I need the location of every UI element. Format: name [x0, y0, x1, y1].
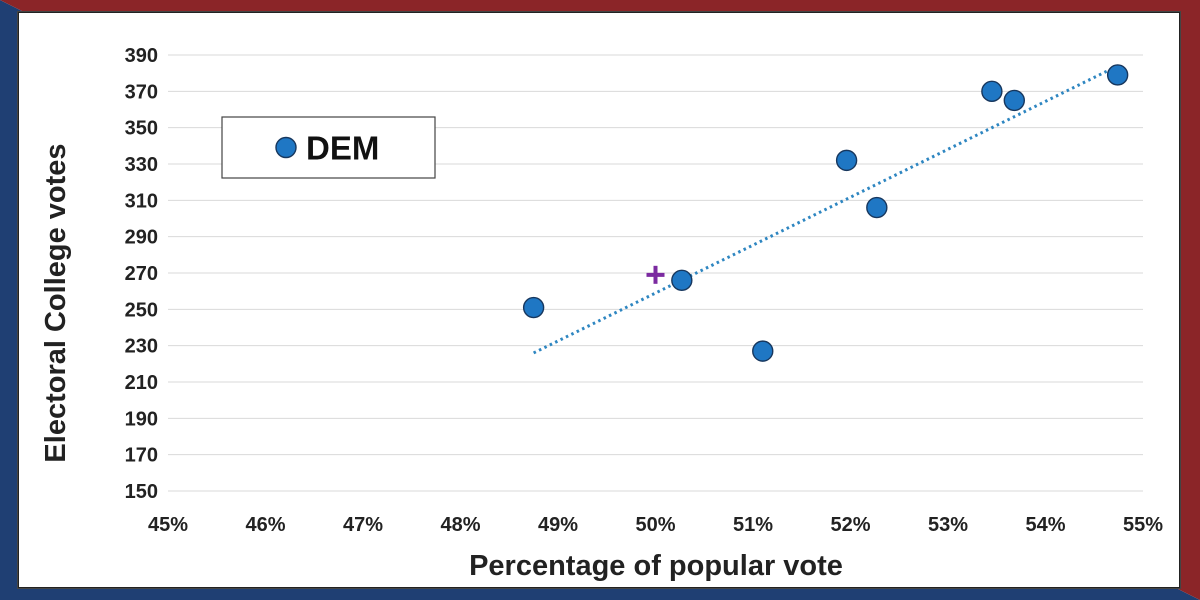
scatter-chart: 150170190210230250270290310330350370390 … [40, 45, 1163, 582]
y-tick-labels: 150 170 190 210 230 250 270 290 310 330 350 370 390 [125, 45, 158, 503]
y-tick-label: 210 [125, 372, 158, 394]
y-tick-label: 350 [125, 118, 158, 140]
legend-marker-icon [275, 136, 297, 159]
x-tick-label: 49% [538, 514, 578, 536]
y-tick-label: 150 [125, 481, 158, 503]
y-tick-label: 290 [125, 227, 158, 249]
data-point [1003, 89, 1025, 112]
y-tick-label: 170 [125, 445, 158, 467]
y-axis-title: Electoral College votes [40, 143, 72, 462]
y-tick-label: 250 [125, 299, 158, 321]
y-tick-label: 270 [125, 263, 158, 285]
x-tick-label: 47% [343, 514, 383, 536]
x-tick-label: 48% [440, 514, 480, 536]
x-tick-label: 50% [635, 514, 675, 536]
x-tick-label: 52% [830, 514, 870, 536]
x-tick-label: 45% [148, 514, 188, 536]
y-tick-label: 190 [125, 408, 158, 430]
legend-box [221, 116, 436, 179]
data-point [752, 340, 774, 362]
data-point [671, 269, 693, 291]
y-tick-label: 370 [125, 81, 158, 103]
legend-label-dem: DEM [306, 130, 379, 167]
x-tick-label: 55% [1123, 514, 1163, 536]
data-point [522, 296, 545, 319]
data-point [866, 196, 888, 219]
y-tick-label: 310 [125, 190, 158, 212]
y-tick-label: 390 [125, 45, 158, 67]
reference-plus-marker [646, 265, 665, 284]
data-point [981, 80, 1003, 103]
y-tick-label: 230 [125, 336, 158, 358]
x-tick-labels: 45% 46% 47% 48% 49% 50% 51% 52% 53% 54% 55% [148, 514, 1163, 536]
x-tick-label: 54% [1025, 514, 1065, 536]
legend: DEM [221, 116, 436, 179]
y-tick-label: 330 [125, 154, 158, 176]
trendline [532, 64, 1119, 355]
data-point [1106, 64, 1129, 86]
data-point [835, 149, 858, 172]
x-tick-label: 53% [928, 514, 968, 536]
dem-points [522, 64, 1129, 362]
x-tick-label: 46% [245, 514, 285, 536]
x-tick-label: 51% [733, 514, 773, 536]
chart-card: 150 170 190 210 230 250 270 290 310 330 350 370 390 … [18, 12, 1180, 588]
x-axis-title: Percentage of popular vote [469, 550, 843, 582]
